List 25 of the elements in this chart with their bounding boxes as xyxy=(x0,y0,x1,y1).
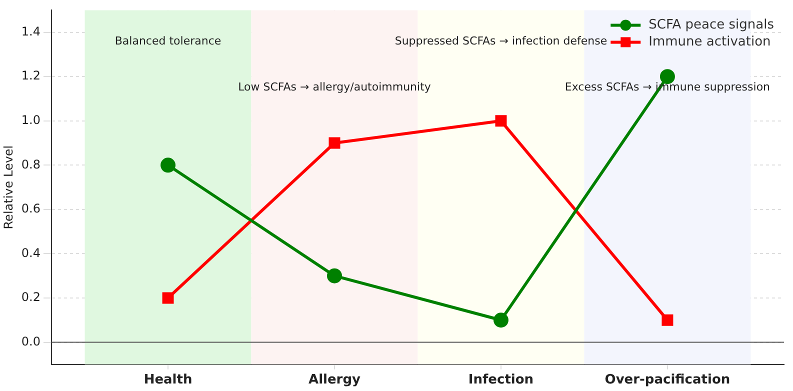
y-tick-label: 1.0 xyxy=(21,113,40,128)
annotation: Suppressed SCFAs → infection defense xyxy=(394,34,608,48)
y-tick-label: 0.8 xyxy=(21,157,40,172)
x-tick-label: Health xyxy=(144,372,192,388)
y-tick-label: 0.6 xyxy=(21,202,40,216)
y-tick-label: 0.2 xyxy=(21,290,40,304)
y-tick-label: 0.4 xyxy=(21,246,40,260)
x-tick-label: Allergy xyxy=(308,372,362,388)
point xyxy=(662,314,674,326)
x-tick-label: Infection xyxy=(468,372,534,388)
legend-label: Immune activation xyxy=(648,34,771,50)
point xyxy=(327,268,342,284)
point xyxy=(493,312,508,328)
point xyxy=(328,137,340,149)
annotation: Balanced tolerance xyxy=(114,34,222,48)
y-tick-label: 0.0 xyxy=(21,334,40,348)
y-tick-label: 1.2 xyxy=(21,68,40,83)
y-tick-label: 1.4 xyxy=(21,24,40,38)
point xyxy=(495,115,507,127)
point xyxy=(162,292,174,304)
point xyxy=(160,158,176,173)
x-tick-label: Over-pacification xyxy=(604,372,730,388)
y-axis-title: Relative Level xyxy=(1,145,16,230)
legend-label: SCFA peace signals xyxy=(648,18,774,33)
annotation: Low SCFAs → allergy/autoimmunity xyxy=(238,80,432,94)
